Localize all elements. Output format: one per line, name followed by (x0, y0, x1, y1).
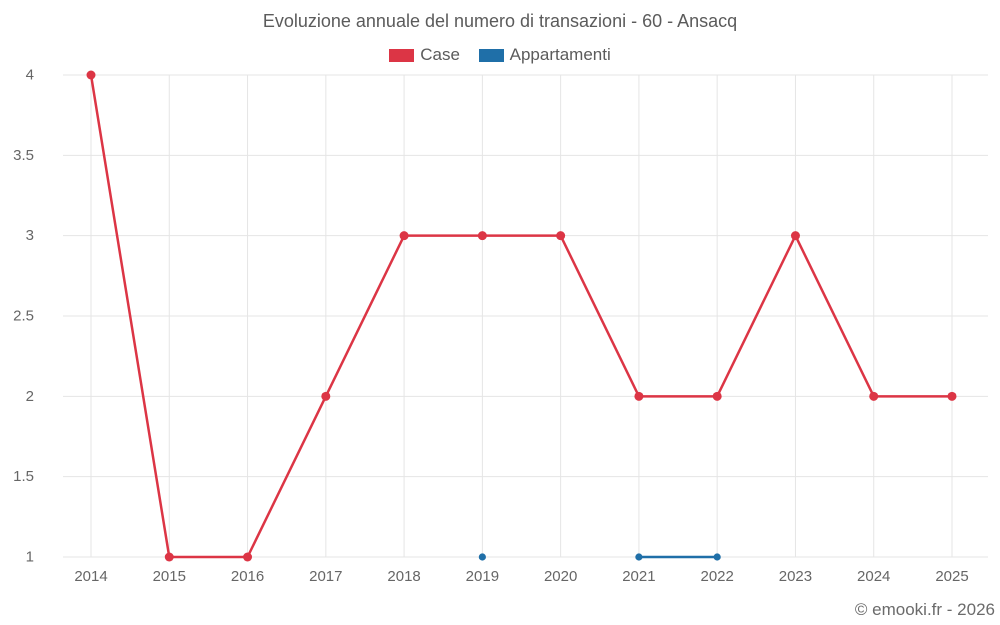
svg-text:4: 4 (26, 67, 34, 84)
svg-text:2: 2 (26, 388, 34, 405)
svg-text:3: 3 (26, 227, 34, 244)
svg-text:2020: 2020 (544, 568, 577, 585)
svg-text:2016: 2016 (231, 568, 264, 585)
svg-text:2014: 2014 (74, 568, 107, 585)
svg-text:2023: 2023 (779, 568, 812, 585)
svg-text:1.5: 1.5 (13, 468, 34, 485)
svg-text:2018: 2018 (387, 568, 420, 585)
svg-text:2019: 2019 (466, 568, 499, 585)
svg-text:2022: 2022 (700, 568, 733, 585)
svg-text:2025: 2025 (935, 568, 968, 585)
svg-text:3.5: 3.5 (13, 147, 34, 164)
svg-text:2015: 2015 (153, 568, 186, 585)
svg-text:2017: 2017 (309, 568, 342, 585)
svg-text:1: 1 (26, 549, 34, 566)
svg-text:2021: 2021 (622, 568, 655, 585)
svg-text:2024: 2024 (857, 568, 890, 585)
svg-text:2.5: 2.5 (13, 308, 34, 325)
